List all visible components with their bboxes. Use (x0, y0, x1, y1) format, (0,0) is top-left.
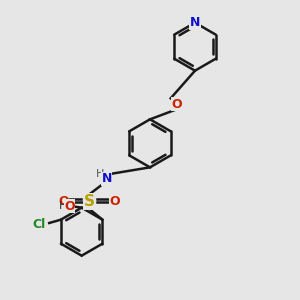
Text: O: O (58, 195, 69, 208)
Text: H: H (59, 201, 68, 211)
Text: N: N (101, 172, 112, 185)
Text: O: O (64, 200, 75, 212)
Text: O: O (110, 195, 120, 208)
Text: O: O (171, 98, 182, 111)
Text: S: S (84, 194, 95, 209)
Text: N: N (190, 16, 200, 29)
Text: Cl: Cl (33, 218, 46, 231)
Text: H: H (96, 169, 104, 179)
